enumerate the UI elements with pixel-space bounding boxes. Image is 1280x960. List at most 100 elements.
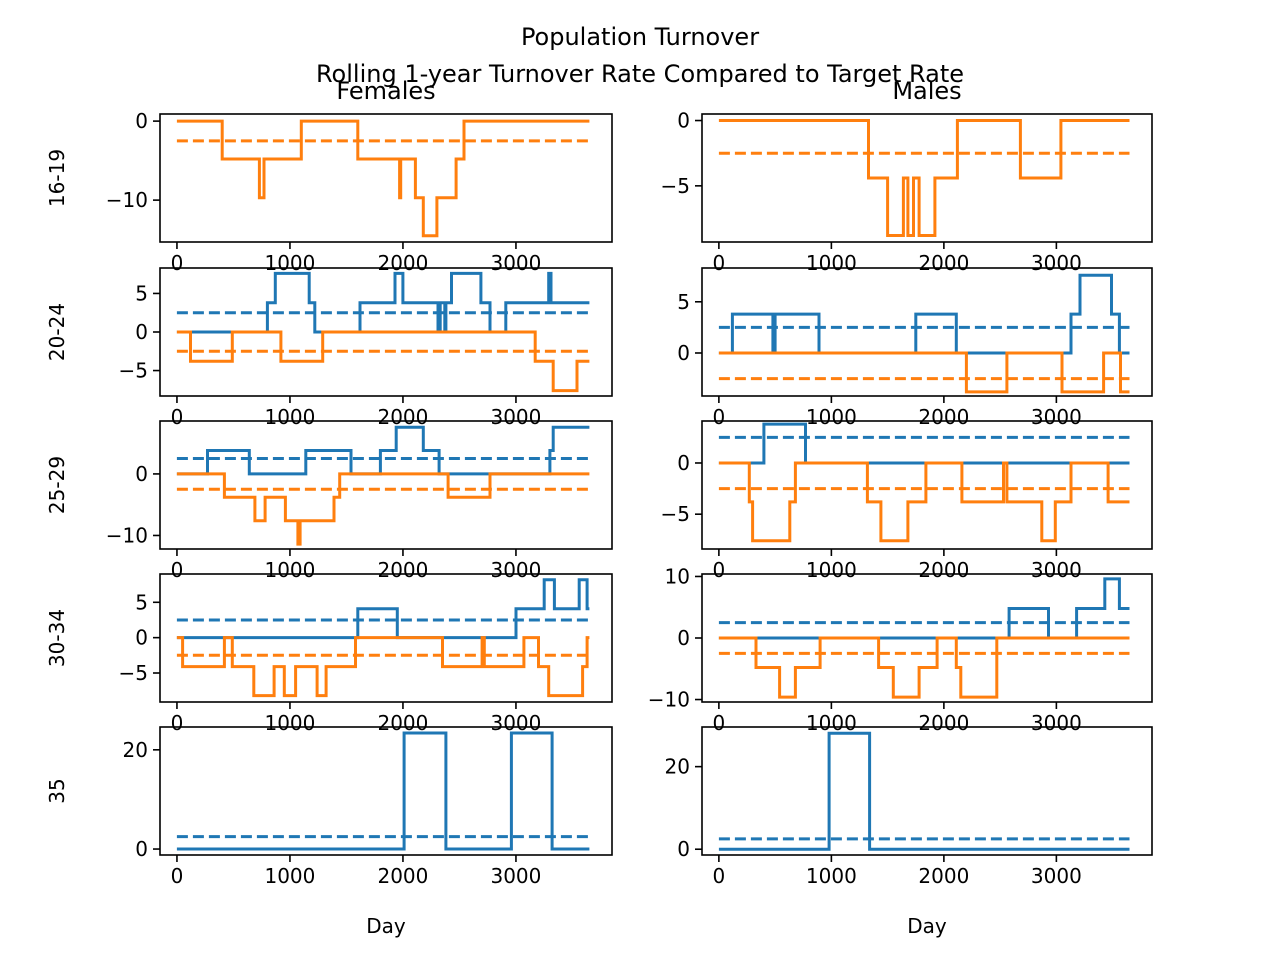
x-tick-label: 3000 — [490, 405, 541, 429]
x-tick-label: 0 — [171, 405, 184, 429]
turnover-line-orange — [718, 636, 1130, 699]
y-tick-label: 0 — [677, 451, 690, 475]
turnover-line-orange — [176, 119, 590, 238]
x-tick-label: 3000 — [1031, 405, 1082, 429]
y-tick-label: −5 — [119, 359, 148, 383]
turnover-line-blue — [176, 425, 590, 476]
y-tick-label: −10 — [106, 188, 148, 212]
turnover-line-blue — [718, 577, 1130, 640]
x-tick-label: 0 — [713, 711, 726, 735]
x-tick-label: 0 — [171, 711, 184, 735]
turnover-line-blue — [176, 578, 590, 640]
column-title-males: Males — [892, 77, 961, 105]
series-group — [718, 731, 1130, 851]
x-tick-label: 1000 — [264, 711, 315, 735]
x-tick-label: 1000 — [264, 558, 315, 582]
turnover-line-orange — [176, 636, 590, 698]
column-title-females: Females — [336, 77, 435, 105]
series-group — [176, 731, 590, 851]
y-tick-label: −5 — [661, 502, 690, 526]
series-group — [176, 425, 590, 546]
x-tick-label: 1000 — [264, 405, 315, 429]
panel-females-30-34: 0 1000 2000 3000 −5 0 5 30-34 — [45, 573, 613, 735]
series-group — [176, 119, 590, 238]
turnover-line-orange — [718, 351, 1130, 394]
turnover-line-blue — [176, 731, 590, 851]
x-tick-label: 3000 — [1031, 558, 1082, 582]
axes-frame — [701, 420, 1153, 550]
turnover-line-orange — [176, 330, 590, 393]
series-group — [176, 578, 590, 698]
x-tick-label: 3000 — [490, 864, 541, 888]
x-tick-label: 0 — [713, 405, 726, 429]
x-tick-label: 2000 — [377, 558, 428, 582]
axes-frame — [159, 420, 613, 550]
y-tick-label: −5 — [661, 174, 690, 198]
series-group — [718, 422, 1130, 543]
x-tick-label: 0 — [171, 558, 184, 582]
y-tick-label: −5 — [119, 661, 148, 685]
figure-subtitle: Rolling 1-year Turnover Rate Compared to… — [316, 60, 964, 88]
panel-males-16-19: 0 1000 2000 3000 −5 0 — [661, 109, 1153, 275]
x-tick-label: 1000 — [806, 864, 857, 888]
x-tick-label: 2000 — [918, 864, 969, 888]
y-axis-label: 16-19 — [45, 149, 69, 207]
series-group — [718, 273, 1130, 394]
x-tick-label: 1000 — [806, 251, 857, 275]
x-tick-label: 3000 — [1031, 864, 1082, 888]
x-tick-label: 3000 — [1031, 251, 1082, 275]
x-tick-label: 3000 — [490, 251, 541, 275]
x-tick-label: 3000 — [490, 711, 541, 735]
turnover-line-blue — [718, 731, 1130, 851]
y-tick-label: 5 — [677, 290, 690, 314]
x-tick-label: 0 — [713, 251, 726, 275]
x-tick-label: 2000 — [918, 711, 969, 735]
x-tick-label: 2000 — [377, 864, 428, 888]
series-group — [718, 577, 1130, 699]
panel-females-35: 0 1000 2000 3000 0 20 35 — [45, 726, 613, 888]
axes-frame — [701, 726, 1153, 856]
y-tick-label: 0 — [135, 837, 148, 861]
axes-frame — [701, 267, 1153, 397]
panel-females-20-24: 0 1000 2000 3000 −5 0 5 20-24 — [45, 267, 613, 429]
y-tick-label: 0 — [135, 462, 148, 486]
y-tick-label: −10 — [648, 688, 690, 712]
y-tick-label: 0 — [135, 626, 148, 650]
y-tick-label: 0 — [677, 341, 690, 365]
axes-frame — [159, 726, 613, 856]
y-axis-label: 30-34 — [45, 609, 69, 667]
x-tick-label: 1000 — [264, 251, 315, 275]
x-tick-label: 2000 — [918, 558, 969, 582]
figure-title: Population Turnover — [521, 23, 759, 51]
y-axis-label: 25-29 — [45, 456, 69, 514]
series-group — [718, 119, 1130, 237]
y-axis-label: 35 — [45, 778, 69, 803]
y-tick-label: 0 — [677, 837, 690, 861]
y-tick-label: 0 — [135, 320, 148, 344]
y-tick-label: 0 — [677, 626, 690, 650]
y-tick-label: 20 — [665, 755, 690, 779]
y-tick-label: 0 — [677, 109, 690, 133]
panel-females-25-29: 0 1000 2000 3000 −10 0 25-29 — [45, 420, 613, 582]
x-tick-label: 2000 — [918, 405, 969, 429]
x-tick-label: 2000 — [918, 251, 969, 275]
panel-males-30-34: 0 1000 2000 3000 −10 0 10 — [648, 564, 1153, 735]
x-tick-label: 0 — [171, 251, 184, 275]
panel-males-25-29: 0 1000 2000 3000 −5 0 — [661, 420, 1153, 582]
turnover-line-orange — [176, 472, 590, 546]
axes-frame — [701, 113, 1153, 243]
x-tick-label: 1000 — [806, 405, 857, 429]
x-axis-label-females: Day — [366, 914, 406, 938]
turnover-line-blue — [718, 422, 1130, 465]
x-tick-label: 3000 — [1031, 711, 1082, 735]
x-tick-label: 1000 — [264, 864, 315, 888]
x-tick-label: 1000 — [806, 558, 857, 582]
y-tick-label: 0 — [135, 109, 148, 133]
y-tick-label: 10 — [665, 564, 690, 588]
x-tick-label: 2000 — [377, 251, 428, 275]
x-tick-label: 2000 — [377, 711, 428, 735]
turnover-line-orange — [718, 119, 1130, 237]
series-group — [176, 271, 590, 393]
